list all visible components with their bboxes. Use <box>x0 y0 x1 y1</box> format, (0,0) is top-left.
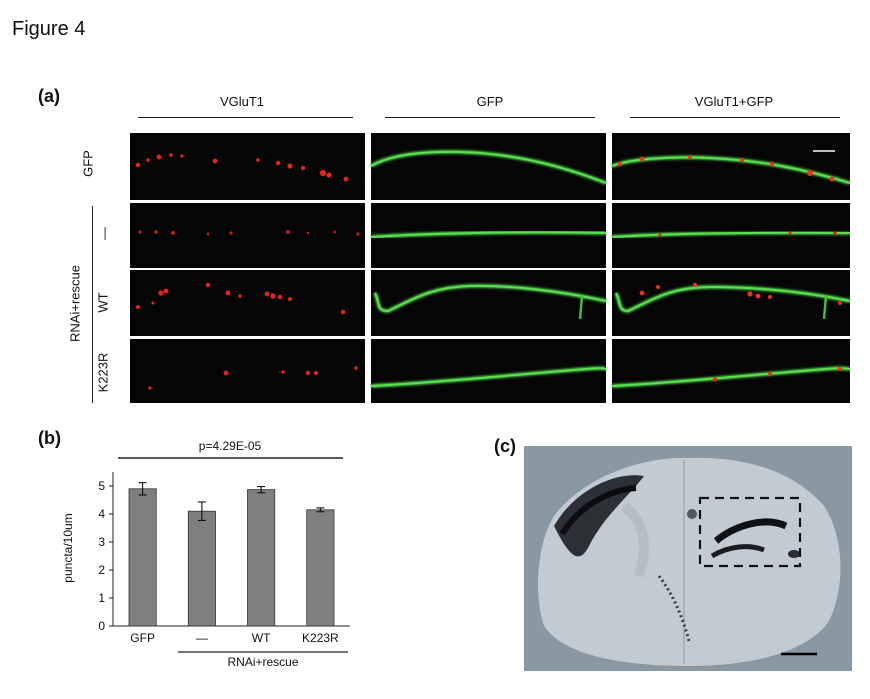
tile-merge-k223r <box>611 339 850 403</box>
x-tick-label: K223R <box>302 631 339 645</box>
y-tick-label: 5 <box>98 479 105 493</box>
tile-merge-gfp <box>611 133 850 200</box>
pvalue-annotation: p=4.29E-05 <box>199 439 262 453</box>
y-tick-label: 3 <box>98 535 105 549</box>
tile-vglut1-gfp <box>130 133 365 200</box>
tile-gfp-gfp <box>369 133 607 200</box>
roi-dashed-box <box>698 496 802 568</box>
tile-gfp-k223r <box>370 339 607 403</box>
x-tick-label: — <box>196 631 208 645</box>
tile-merge-empty <box>611 203 850 268</box>
y-tick-label: 2 <box>98 563 105 577</box>
bar <box>247 489 276 627</box>
figure-title: Figure 4 <box>12 18 86 40</box>
column-underline <box>385 117 595 118</box>
y-tick-label: 4 <box>98 507 105 521</box>
row-label-gfp: GFP <box>80 150 96 177</box>
row-label-k223r: K223R <box>95 352 111 393</box>
bars <box>128 482 335 627</box>
tile-merge-wt <box>612 270 850 336</box>
bar <box>306 509 335 627</box>
tile-vglut1-wt <box>130 270 365 336</box>
panel-c-label: (c) <box>494 436 516 456</box>
row-group-label: RNAi+rescue <box>67 265 83 342</box>
tile-gfp-empty <box>370 203 607 268</box>
x-tick-label: GFP <box>130 631 155 645</box>
row-label-empty-rescue: — <box>96 227 112 240</box>
y-tick-label: 0 <box>98 619 105 633</box>
panel-b-label: (b) <box>38 428 61 448</box>
y-axis-label: puncta/10um <box>61 513 75 582</box>
tile-vglut1-k223r <box>130 339 365 403</box>
row-label-wt: WT <box>95 292 111 313</box>
micrograph-grid <box>130 133 850 403</box>
tile-vglut1-empty <box>130 203 365 268</box>
column-underline <box>630 117 840 118</box>
bar-chart: p=4.29E-05 puncta/10um 0 1 2 3 4 5 GFP — WT K223… <box>61 439 350 669</box>
brain-section-image <box>524 446 852 671</box>
bar <box>128 488 157 627</box>
column-header-gfp: GFP <box>476 94 504 109</box>
tile-gfp-wt <box>371 270 607 336</box>
y-tick-label: 1 <box>98 591 105 605</box>
bar <box>187 510 216 627</box>
x-tick-labels: GFP — WT K223R <box>130 631 339 645</box>
x-group-label: RNAi+rescue <box>227 655 298 669</box>
x-tick-label: WT <box>252 631 271 645</box>
row-group-bracket <box>92 206 93 403</box>
column-underline <box>138 117 353 118</box>
y-ticks: 0 1 2 3 4 5 <box>98 479 113 633</box>
panel-a-label: (a) <box>38 86 60 106</box>
column-header-merge: VGluT1+GFP <box>694 94 774 109</box>
column-header-vglut1: VGluT1 <box>219 94 265 109</box>
